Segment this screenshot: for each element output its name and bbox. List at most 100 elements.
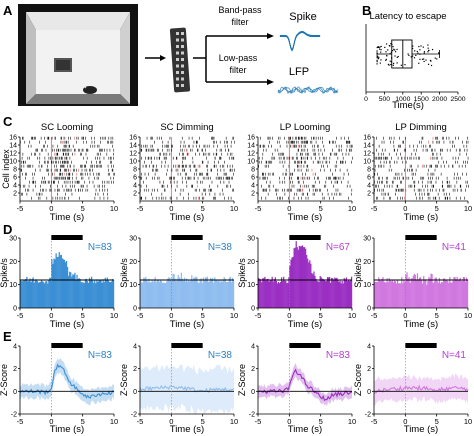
spike-waveform	[279, 30, 321, 52]
psth-bar	[314, 276, 316, 308]
psth-bar	[211, 278, 213, 308]
latency-point	[425, 59, 427, 61]
psth-bar	[174, 278, 176, 308]
latency-point	[390, 51, 392, 53]
raster-x-tick-label: 10	[464, 204, 472, 213]
psth-bar	[450, 282, 452, 308]
psth-bar	[188, 279, 190, 308]
raster-plot	[257, 136, 353, 201]
bandpass-label: Band-pass	[218, 5, 262, 15]
stimulus-bar	[171, 343, 203, 348]
psth-bar	[405, 274, 407, 308]
psth-bar	[150, 282, 152, 308]
psth-bar	[26, 276, 28, 308]
raster-y-tick-label: 14	[9, 143, 17, 150]
psth-bar	[170, 279, 172, 308]
raster-x-tick-label: 5	[201, 204, 205, 213]
psth-bar	[200, 278, 202, 308]
psth-ylabel: Spike/s	[353, 258, 363, 288]
psth-bar	[396, 279, 399, 308]
psth-bar	[390, 281, 392, 308]
psth-bar	[25, 278, 27, 308]
latency-point	[396, 48, 398, 51]
psth-bar	[189, 281, 191, 308]
psth-bar	[393, 280, 396, 308]
latency-point	[412, 45, 414, 47]
psth-bar	[268, 281, 270, 308]
raster-title: LP Looming	[280, 122, 331, 133]
raster-y-tick-label: 14	[363, 143, 371, 150]
psth-bar	[71, 276, 73, 308]
psth-bar	[347, 280, 350, 308]
latency-point	[390, 43, 392, 45]
psth-bar	[290, 259, 292, 308]
psth-bar	[385, 282, 387, 308]
raster-x-tick-label: 10	[348, 204, 356, 213]
psth-bar	[285, 280, 287, 308]
psth-bar	[466, 279, 469, 308]
psth-bar	[179, 278, 181, 308]
psth-bar	[86, 281, 89, 308]
zscore-x-tick-label: 0	[403, 417, 407, 426]
psth-bar	[45, 281, 47, 308]
psth-bar	[315, 278, 317, 308]
latency-point	[387, 63, 389, 65]
psth-y-tick-label: 30	[129, 236, 137, 243]
psth-bar	[20, 279, 22, 308]
raster-y-tick-label: 4	[13, 183, 17, 190]
psth-bar	[93, 282, 95, 308]
psth-bar	[91, 276, 93, 308]
zscore-xlabel: Time (s)	[50, 424, 84, 435]
latency-point	[427, 44, 429, 46]
latency-point	[387, 49, 389, 51]
zscore-ylabel: Z-Score	[237, 364, 247, 396]
psth-ylabel: Spike/s	[237, 258, 247, 288]
psth-bar	[348, 280, 351, 308]
psth-bar	[311, 273, 313, 308]
psth-bar	[141, 282, 143, 308]
raster-y-tick-label: 6	[251, 175, 255, 182]
psth-y-tick-label: 20	[9, 259, 17, 266]
psth-bar	[269, 279, 271, 308]
zscore-mean-line	[257, 368, 353, 402]
psth-bar	[181, 278, 184, 308]
raster-y-tick-label: 8	[367, 167, 371, 174]
zscore-x-tick-label: 0	[49, 417, 53, 426]
psth-bar	[171, 278, 173, 308]
psth-bar	[205, 277, 208, 308]
psth-bar	[321, 278, 323, 308]
psth-bar	[378, 277, 380, 308]
raster-y-tick-label: 10	[363, 159, 371, 166]
zscore-xlabel: Time (s)	[288, 424, 322, 435]
psth-bar	[156, 279, 158, 308]
psth-bar	[375, 281, 377, 308]
psth-bar	[154, 277, 156, 308]
psth-x-tick-label: 0	[49, 311, 53, 320]
latency-point	[436, 58, 438, 60]
zscore-n-label: N=83	[88, 350, 113, 361]
psth-bar	[83, 283, 85, 308]
psth-bar	[219, 282, 221, 308]
psth-bar	[413, 273, 415, 308]
psth-bar	[218, 280, 220, 308]
psth-bar	[151, 280, 153, 308]
psth-bar	[406, 272, 408, 308]
psth-y-tick-label: 30	[247, 236, 255, 243]
psth-bar	[272, 281, 274, 308]
latency-point	[428, 49, 430, 52]
psth-bar	[59, 255, 61, 308]
latency-point	[389, 60, 391, 62]
latency-point	[392, 64, 394, 66]
psth-bar	[52, 263, 54, 308]
latency-point	[423, 60, 425, 63]
psth-x-tick-label: -5	[371, 311, 378, 320]
psth-bar	[61, 258, 64, 308]
lowpass-label: Low-pass	[219, 53, 258, 63]
psth-bar	[312, 274, 314, 308]
latency-point	[419, 53, 421, 55]
latency-point	[394, 55, 396, 57]
psth-bar	[457, 280, 459, 308]
